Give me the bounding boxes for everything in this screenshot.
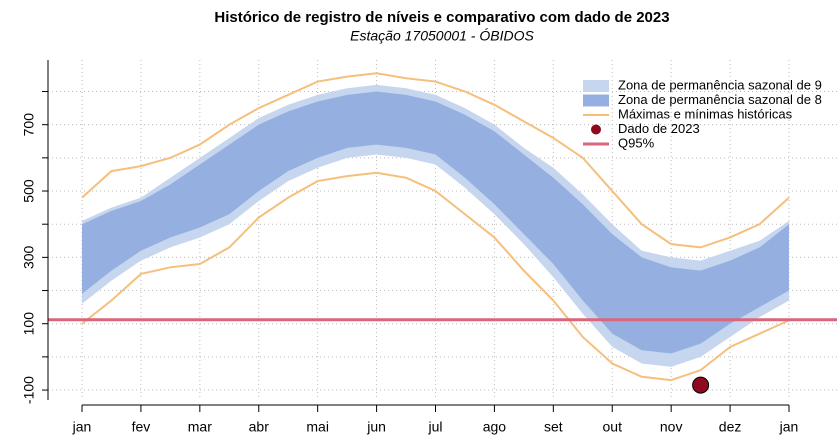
data-point: [692, 376, 710, 394]
x-tick-label: abr: [249, 419, 270, 435]
legend-label: Zona de permanência sazonal de 8: [618, 92, 822, 107]
x-tick-label: mai: [306, 419, 329, 435]
y-tick-label: 700: [21, 113, 37, 137]
legend-label: Q95%: [618, 135, 655, 150]
legend-swatch: [583, 80, 609, 92]
legend-label: Zona de permanência sazonal de 9: [618, 77, 822, 92]
extreme-line: [81, 72, 790, 249]
x-tick-label: ago: [483, 419, 507, 435]
x-tick-label: set: [544, 419, 563, 435]
x-tick-label: jun: [366, 419, 386, 435]
y-tick-label: -100: [21, 376, 37, 404]
x-tick-label: dez: [719, 419, 742, 435]
extreme-line: [81, 171, 790, 382]
x-tick-label: mar: [188, 419, 212, 435]
y-tick-label: 100: [21, 312, 37, 336]
x-tick-label: nov: [660, 419, 683, 435]
legend-label: Dado de 2023: [618, 121, 700, 136]
y-tick-label: 500: [21, 179, 37, 203]
legend-label: Máximas e mínimas históricas: [618, 106, 793, 121]
y-tick-label: 300: [21, 245, 37, 269]
x-tick-label: fev: [132, 419, 151, 435]
x-tick-label: out: [603, 419, 623, 435]
chart-subtitle: Estação 17050001 - ÓBIDOS: [350, 28, 534, 44]
legend-swatch: [583, 94, 609, 107]
band-area: [82, 91, 789, 354]
x-tick-label: jul: [427, 419, 442, 435]
chart-title: Histórico de registro de níveis e compar…: [214, 9, 669, 26]
x-tick-label: jan: [779, 419, 799, 435]
legend-swatch: [591, 124, 601, 135]
x-tick-label: jan: [72, 419, 92, 435]
